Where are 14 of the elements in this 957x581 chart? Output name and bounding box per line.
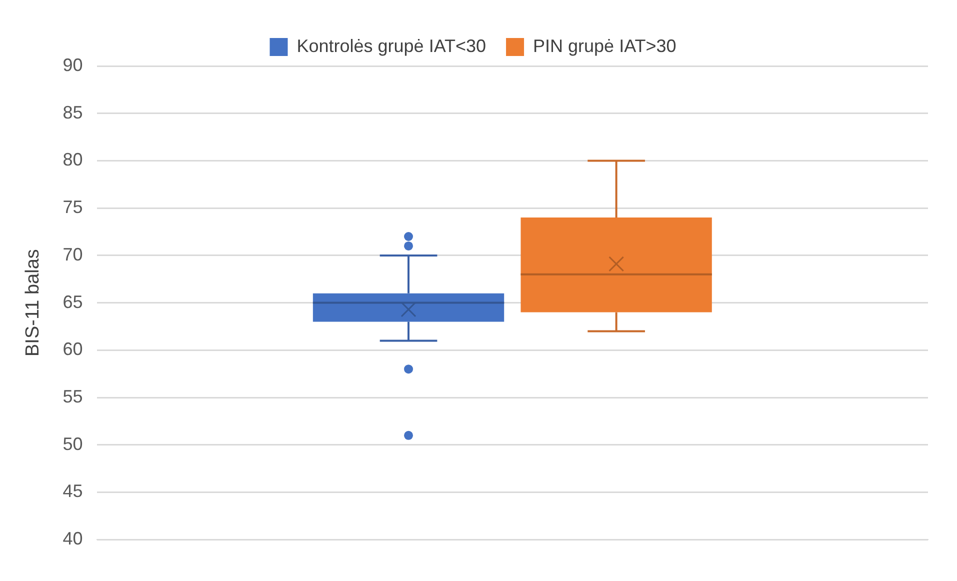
y-tick-label: 75: [62, 197, 83, 218]
y-tick-label: 45: [62, 481, 83, 502]
y-tick-label: 50: [62, 434, 83, 454]
legend-label: Kontrolės grupė IAT<30: [296, 36, 486, 56]
y-tick-label: 60: [62, 339, 83, 360]
y-tick-label: 90: [62, 54, 83, 75]
y-tick-label: 65: [62, 292, 83, 312]
y-axis-title: BIS-11 balas: [22, 249, 44, 356]
y-tick-label: 80: [62, 150, 83, 170]
y-tick-label: 85: [62, 102, 83, 122]
legend-label: PIN grupė IAT>30: [533, 36, 676, 56]
y-tick-label: 55: [62, 386, 83, 406]
y-tick-label: 40: [62, 528, 83, 549]
y-tick-label: 70: [62, 244, 83, 264]
